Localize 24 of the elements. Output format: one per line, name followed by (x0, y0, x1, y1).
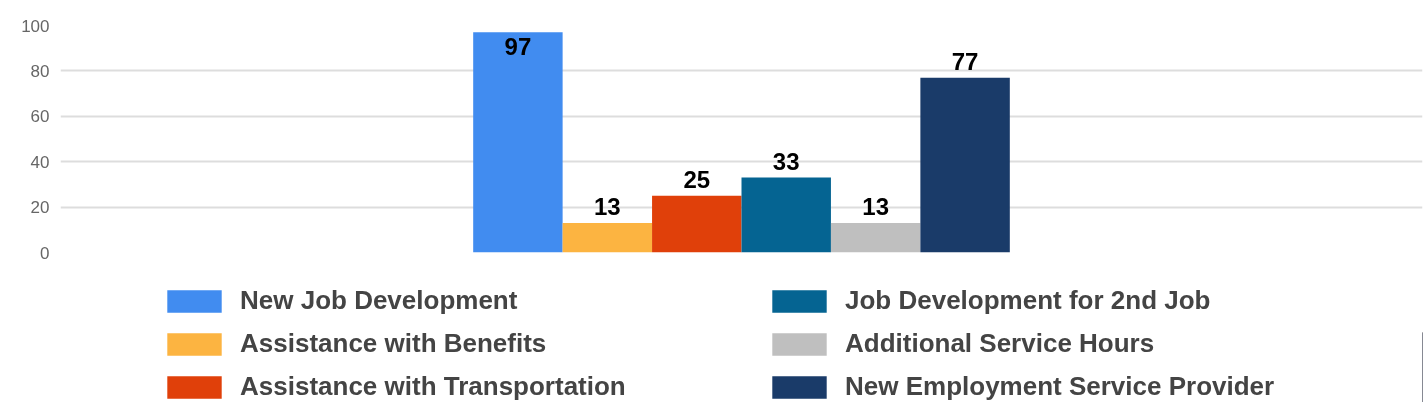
legend-label: Assistance with Benefits (240, 328, 547, 359)
y-tick-label: 0 (40, 243, 50, 263)
data-label: 97 (504, 33, 532, 61)
legend-label: New Job Development (240, 285, 518, 316)
bar (473, 32, 563, 253)
data-label: 33 (772, 147, 800, 175)
bar (830, 222, 921, 253)
bar (562, 222, 653, 253)
legend-label: Job Development for 2nd Job (845, 285, 1211, 316)
data-label: 13 (862, 192, 890, 220)
data-label: 25 (683, 165, 711, 193)
legend-label: Additional Service Hours (845, 328, 1155, 359)
y-tick-label: 40 (30, 152, 50, 172)
y-tick-label: 100 (21, 16, 50, 36)
bar (652, 195, 742, 253)
legend-label: New Employment Service Provider (845, 371, 1275, 402)
data-label: 77 (951, 47, 979, 75)
bar (920, 77, 1010, 253)
data-label: 13 (594, 192, 621, 220)
y-tick-label: 80 (30, 61, 50, 81)
y-tick-label: 20 (30, 198, 50, 218)
legend-label: Assistance with Transportation (240, 371, 626, 402)
bar (741, 177, 831, 253)
y-tick-label: 60 (30, 107, 50, 127)
